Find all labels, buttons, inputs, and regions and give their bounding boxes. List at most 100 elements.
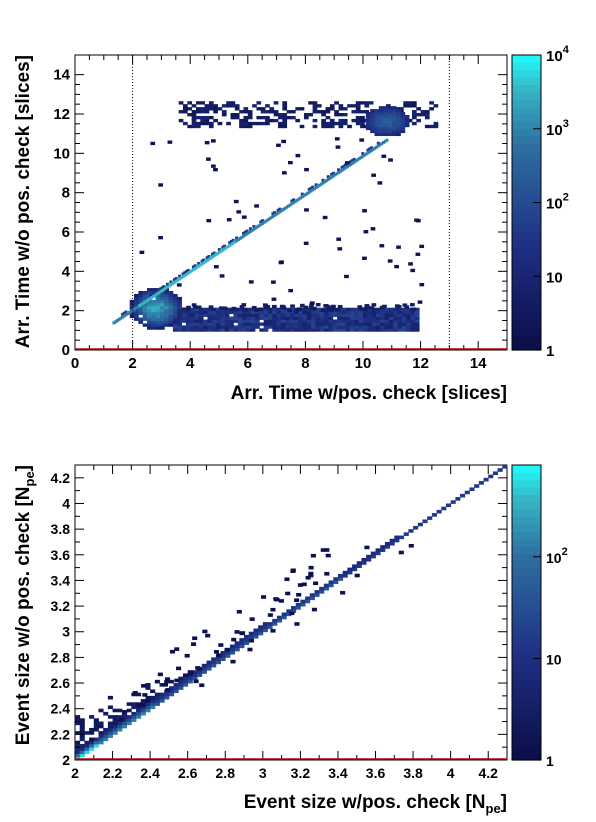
heatmap-cell [208,115,214,120]
scatter-cell [174,678,180,683]
heatmap-cell [365,114,371,119]
heatmap-cell [181,307,187,311]
heatmap-cell [355,104,361,108]
heatmap-cell [154,692,160,697]
colorbar-segment [512,715,541,724]
heatmap-cell [233,325,239,329]
heatmap-cell [164,314,169,318]
colorbar-segment [512,553,541,562]
heatmap-cell [147,308,152,313]
heatmap-cell [187,113,193,117]
colorbar-segment [512,627,541,636]
heatmap-cell [345,316,351,320]
diagonal-cell [207,255,211,258]
heatmap-cell [319,322,325,326]
scatter-cell [301,582,307,587]
scatter-cell [241,215,247,219]
heatmap-cell [107,715,113,719]
diagonal-cell [150,702,156,706]
heatmap-cell [302,325,308,329]
diagonal-cell [361,561,367,565]
colorbar-tick-label: 10 [546,269,563,286]
heatmap-cell [178,110,184,114]
heatmap-cell [140,699,146,703]
diagonal-cell [356,158,360,162]
heatmap-cell [388,307,394,312]
diagonal-cell [93,743,99,748]
heatmap-cell [246,319,252,323]
colorbar-segment [512,121,541,130]
heatmap-cell [332,313,338,317]
scatter-cell [281,139,287,144]
heatmap-cell [254,308,259,312]
heatmap-cell [406,313,411,317]
heatmap-cell [151,320,157,324]
heatmap-cell [350,328,355,332]
diagonal-cell [328,176,332,180]
heatmap-cell [396,109,401,113]
scatter-cell [359,138,365,142]
diagonal-cell [253,631,259,636]
heatmap-cell [103,727,109,732]
heatmap-cell [378,112,384,116]
colorbar-segment [512,524,541,532]
heatmap-cell [168,311,174,315]
heatmap-cell [112,721,118,726]
heatmap-cell [147,302,152,307]
y-tick-label: 8 [62,185,70,202]
heatmap-cell [289,316,295,320]
heatmap-cell [387,129,393,134]
scatter-cell [334,137,340,141]
diagonal-cell [228,241,232,244]
heatmap-cell [237,316,243,320]
diagonal-cell [257,224,261,228]
heatmap-cell [234,113,240,117]
diagonal-cell [337,577,344,581]
diagonal-cell [126,715,132,719]
diagonal-cell [117,724,123,729]
diagonal-cell [167,284,171,288]
heatmap-cell [230,113,236,117]
colorbar-segment [512,494,541,503]
diagonal-cell [145,705,151,710]
heatmap-cell [103,711,109,716]
heatmap-cell [326,308,332,312]
diagonal-cell [153,290,157,294]
diagonal-cell [497,468,503,472]
heatmap-cell [354,319,360,323]
heatmap-cell [177,299,182,304]
heatmap-cell [230,101,236,105]
diagonal-cell [382,141,385,144]
diagonal-cell [197,673,203,678]
heatmap-cell [177,311,182,315]
heatmap-cell [387,109,393,113]
heatmap-cell [211,325,217,329]
heatmap-cell [321,124,326,129]
colorbar-segment [512,77,541,86]
scatter-cell [150,141,156,146]
heatmap-cell [177,319,182,323]
scatter-cell [362,209,367,213]
heatmap-cell [400,117,406,122]
diagonal-cell [201,663,207,668]
diagonal-cell [231,241,235,245]
diagonal-cell [330,172,334,176]
heatmap-cell [329,308,334,312]
heatmap-cell [142,302,148,307]
heatmap-cell [399,110,404,114]
colorbar-segment [512,232,541,240]
diagonal-cell [376,144,380,148]
diagonal-cell [295,602,301,607]
colorbar-segment [512,62,541,71]
diagonal-cell [131,711,137,716]
scatter-cell [325,553,331,558]
scatter-cell [363,230,369,234]
heatmap-cell [187,124,193,129]
colorbar-segment [512,531,541,540]
diagonal-cell [136,715,142,719]
diagonal-cell [114,320,118,324]
diagonal-cell [172,280,176,284]
diagonal-cell [145,299,149,303]
heatmap-cell [424,115,430,120]
heatmap-cell [414,322,420,326]
